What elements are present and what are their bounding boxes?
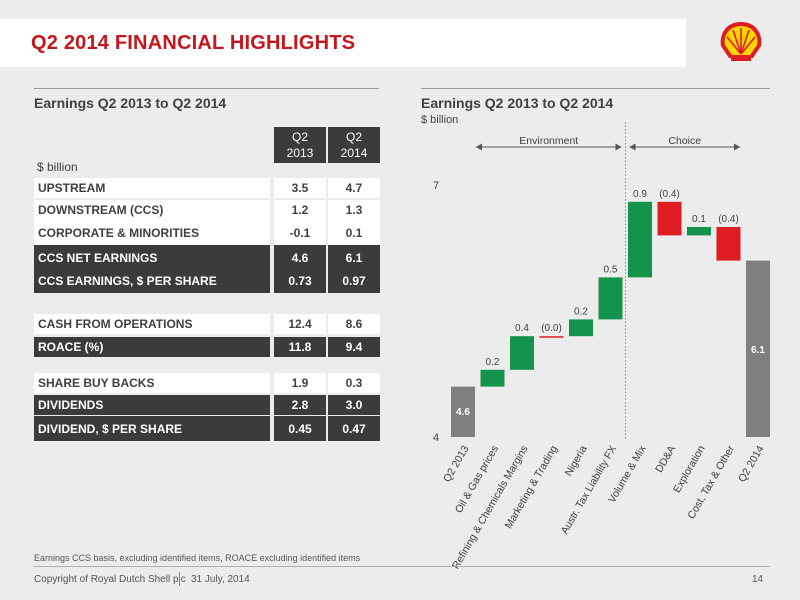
row-label: CCS NET EARNINGS	[34, 245, 270, 270]
table-row: DIVIDENDS 2.8 3.0	[34, 395, 380, 415]
row-value-2014: 3.0	[328, 395, 380, 415]
row-value-2013: 1.2	[274, 200, 326, 220]
title-bar: Q2 2014 FINANCIAL HIGHLIGHTS	[0, 19, 686, 67]
row-label: DIVIDENDS	[34, 395, 270, 415]
column-header-q2-2013: Q2 2013	[274, 127, 326, 163]
column-header-line: 2013	[286, 146, 314, 160]
table-row: CASH FROM OPERATIONS 12.4 8.6	[34, 314, 380, 334]
bar	[569, 319, 593, 337]
row-label: CASH FROM OPERATIONS	[34, 314, 270, 334]
shell-logo	[720, 22, 762, 61]
table-row: CCS EARNINGS, $ PER SHARE 0.73 0.97	[34, 268, 380, 293]
category-label: DD&A	[653, 444, 678, 475]
arrow-head-icon	[615, 143, 622, 151]
row-value-2013: 4.6	[274, 245, 326, 270]
y-tick-label: 4	[433, 432, 439, 444]
data-label: 4.6	[456, 407, 470, 418]
table-unit: $ billion	[37, 160, 78, 174]
row-value-2013: -0.1	[274, 220, 326, 245]
data-label: 0.2	[574, 306, 588, 317]
row-value-2013: 1.9	[274, 373, 326, 393]
row-value-2013: 11.8	[274, 337, 326, 357]
table-row: SHARE BUY BACKS 1.9 0.3	[34, 373, 380, 393]
bar	[598, 277, 623, 320]
data-label: (0.4)	[718, 214, 739, 225]
category-label: Q2 2014	[736, 443, 767, 484]
row-value-2013: 0.73	[274, 268, 326, 293]
column-header-line: Q2	[345, 130, 362, 144]
chart-unit: $ billion	[421, 114, 459, 126]
bar	[451, 386, 475, 437]
bar	[746, 260, 770, 437]
data-label: 0.9	[633, 189, 647, 200]
footnote: Earnings CCS basis, excluding identified…	[34, 553, 361, 563]
table-row: ROACE (%) 11.8 9.4	[34, 337, 380, 357]
table-section-title: Earnings Q2 2013 to Q2 2014	[34, 95, 227, 111]
row-value-2013: 2.8	[274, 395, 326, 415]
data-label: (0.4)	[659, 189, 680, 200]
row-value-2014: 0.97	[328, 268, 380, 293]
data-label: 6.1	[751, 345, 765, 356]
bar	[510, 336, 534, 370]
data-label: 0.4	[515, 323, 529, 334]
row-value-2014: 6.1	[328, 245, 380, 270]
y-tick-label: 7	[433, 180, 439, 192]
category-label: Nigeria	[563, 443, 590, 478]
table-row: DIVIDEND, $ PER SHARE 0.45 0.47	[34, 416, 380, 441]
data-label: 0.5	[604, 264, 618, 275]
row-value-2013: 3.5	[274, 178, 326, 198]
chart-section-title: Earnings Q2 2013 to Q2 2014	[421, 95, 614, 111]
footer-separator	[179, 572, 180, 586]
table-row: CCS NET EARNINGS 4.6 6.1	[34, 245, 380, 270]
row-value-2014: 0.3	[328, 373, 380, 393]
bar	[480, 369, 505, 387]
row-value-2013: 0.45	[274, 416, 326, 441]
copyright: Copyright of Royal Dutch Shell plc	[34, 574, 186, 585]
category-label: Q2 2013	[441, 443, 472, 484]
row-label: DOWNSTREAM (CCS)	[34, 200, 270, 220]
row-label: CORPORATE & MINORITIES	[34, 220, 270, 245]
arrow-head-icon	[734, 143, 740, 151]
category-label: Austr. Tax Liability FX	[559, 444, 619, 537]
row-value-2014: 4.7	[328, 178, 380, 198]
column-header-line: Q2	[291, 130, 308, 144]
bar	[539, 336, 564, 338]
divider	[34, 88, 379, 89]
data-label: (0.0)	[541, 323, 562, 334]
row-value-2013: 12.4	[274, 314, 326, 334]
table-row: UPSTREAM 3.5 4.7	[34, 178, 380, 198]
group-label-choice: Choice	[668, 135, 701, 147]
group-label-environment: Environment	[519, 135, 578, 147]
row-value-2014: 9.4	[328, 337, 380, 357]
arrow-head-icon	[629, 143, 636, 151]
row-label: UPSTREAM	[34, 178, 270, 198]
category-label: Marketing & Trading	[503, 443, 560, 531]
row-label: ROACE (%)	[34, 337, 270, 357]
data-label: 0.2	[486, 357, 500, 368]
table-row: CORPORATE & MINORITIES -0.1 0.1	[34, 220, 380, 245]
bar	[657, 201, 682, 236]
column-header-q2-2014: Q2 2014	[328, 127, 380, 163]
arrow-head-icon	[476, 143, 482, 151]
row-label: DIVIDEND, $ PER SHARE	[34, 416, 270, 441]
row-value-2014: 0.47	[328, 416, 380, 441]
row-value-2014: 1.3	[328, 200, 380, 220]
data-label: 0.1	[692, 214, 706, 225]
row-label: SHARE BUY BACKS	[34, 373, 270, 393]
bar	[628, 201, 652, 278]
column-header-line: 2014	[340, 146, 368, 160]
bar	[687, 227, 711, 236]
divider	[421, 88, 770, 89]
row-label: CCS EARNINGS, $ PER SHARE	[34, 268, 270, 293]
bar	[716, 227, 741, 261]
divider	[34, 566, 770, 567]
footer-date: 31 July, 2014	[191, 574, 250, 585]
table-row: DOWNSTREAM (CCS) 1.2 1.3	[34, 200, 380, 220]
row-value-2014: 0.1	[328, 220, 380, 245]
page-title: Q2 2014 FINANCIAL HIGHLIGHTS	[31, 32, 356, 54]
row-value-2014: 8.6	[328, 314, 380, 334]
page-number: 14	[752, 574, 764, 585]
